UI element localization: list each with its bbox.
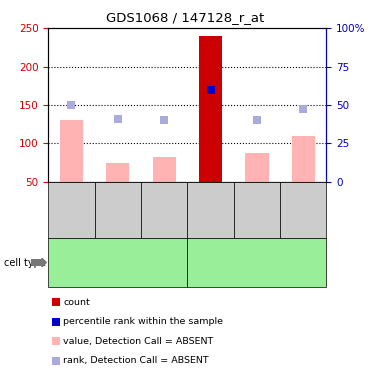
Text: percentile rank within the sample: percentile rank within the sample: [63, 317, 223, 326]
Bar: [152, 157, 176, 182]
Text: GSM44460: GSM44460: [252, 188, 262, 232]
Text: GFP-negative control: GFP-negative control: [70, 258, 165, 267]
Bar: [245, 153, 269, 182]
Text: GSM44457: GSM44457: [113, 188, 122, 232]
Text: GDS1068 / 147128_r_at: GDS1068 / 147128_r_at: [106, 11, 265, 24]
Point: [69, 102, 75, 108]
Point: [115, 116, 121, 122]
Text: GSM44458: GSM44458: [160, 188, 169, 232]
Point: [254, 117, 260, 123]
Bar: [292, 136, 315, 182]
Point: [161, 117, 167, 123]
Text: count: count: [63, 298, 90, 307]
Text: cell type: cell type: [4, 258, 46, 267]
Text: GFP-positive proneural
cluster: GFP-positive proneural cluster: [206, 253, 308, 272]
Text: GSM44456: GSM44456: [67, 188, 76, 232]
Bar: [106, 163, 129, 182]
Bar: [60, 120, 83, 182]
Text: GSM44461: GSM44461: [299, 188, 308, 232]
Point: [208, 87, 214, 93]
Text: value, Detection Call = ABSENT: value, Detection Call = ABSENT: [63, 337, 213, 346]
Point: [301, 106, 306, 112]
Text: GSM44459: GSM44459: [206, 188, 215, 232]
Text: rank, Detection Call = ABSENT: rank, Detection Call = ABSENT: [63, 356, 209, 365]
Bar: [199, 36, 222, 182]
